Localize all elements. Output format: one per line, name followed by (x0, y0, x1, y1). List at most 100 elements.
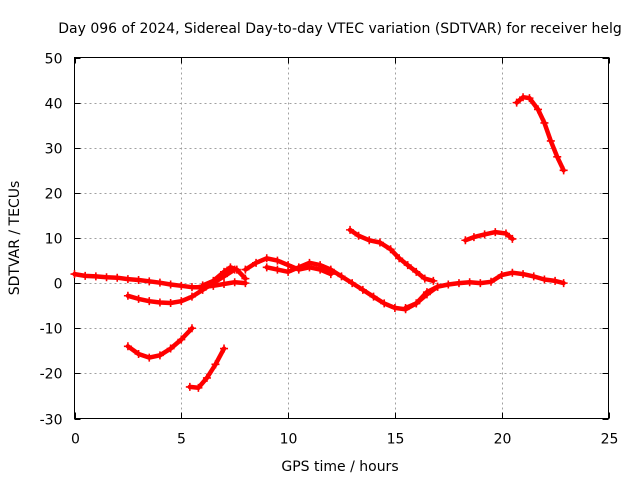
data-point (375, 238, 384, 247)
data-point (187, 283, 196, 292)
data-point (422, 288, 431, 297)
data-point (187, 292, 196, 301)
data-point (476, 279, 485, 288)
data-point (155, 278, 164, 287)
data-point (433, 282, 442, 291)
data-point (209, 276, 218, 285)
y-tick-label: -30 (40, 413, 63, 429)
data-point (241, 274, 250, 283)
x-tick-label: 10 (280, 432, 298, 448)
data-point (185, 382, 194, 391)
data-point (326, 265, 335, 274)
data-point (395, 254, 404, 263)
data-point (346, 225, 355, 234)
y-tick-label: -20 (40, 367, 63, 383)
data-point (487, 277, 496, 286)
data-point (166, 344, 175, 353)
data-point (540, 275, 549, 284)
data-point (187, 324, 196, 333)
data-point (284, 261, 293, 270)
data-point (559, 279, 568, 288)
data-point (480, 230, 489, 239)
data-point (380, 299, 389, 308)
data-point (262, 263, 271, 272)
data-point (461, 236, 470, 245)
axis-tick-labels: 0 5 10 15 20 25 -30 -20 -10 0 10 20 30 40 50 (40, 52, 619, 448)
data-point (220, 267, 229, 276)
data-point (501, 229, 510, 238)
data-point (155, 351, 164, 360)
data-point (252, 258, 261, 267)
data-point (386, 245, 395, 254)
data-point (123, 342, 132, 351)
data-point (220, 280, 229, 289)
data-point (202, 373, 211, 382)
y-tick-label: 40 (45, 97, 63, 113)
series-arc-8 (346, 225, 438, 285)
data-point (519, 93, 528, 102)
data-point (273, 256, 282, 265)
data-point (241, 265, 250, 274)
data-point (145, 297, 154, 306)
series-arc-3 (123, 324, 196, 362)
data-point (469, 233, 478, 242)
data-point (354, 231, 363, 240)
data-point (546, 136, 555, 145)
x-axis-label: GPS time / hours (281, 459, 398, 475)
data-point (113, 273, 122, 282)
chart-title: Day 096 of 2024, Sidereal Day-to-day VTE… (58, 21, 621, 37)
data-point (123, 275, 132, 284)
series-arc-9 (401, 268, 568, 312)
data-point (145, 277, 154, 286)
data-point (337, 272, 346, 281)
data-point (534, 105, 543, 114)
data-point (123, 291, 132, 300)
y-axis-label: SDTVAR / TECUs (7, 181, 23, 296)
data-point (358, 285, 367, 294)
data-point (177, 281, 186, 290)
data-point (491, 228, 500, 237)
series-trace (347, 227, 436, 284)
data-point (454, 279, 463, 288)
data-point (529, 272, 538, 281)
x-tick-label: 25 (601, 432, 619, 448)
data-point (519, 270, 528, 279)
data-point (403, 261, 412, 270)
data-point (284, 267, 293, 276)
data-point (273, 265, 282, 274)
data-point (369, 292, 378, 301)
data-series (70, 93, 568, 392)
y-tick-label: 10 (45, 232, 63, 248)
data-point (429, 276, 438, 285)
data-point (465, 278, 474, 287)
x-tick-label: 15 (387, 432, 405, 448)
series-arc-11 (512, 93, 568, 175)
axis-ticks (74, 57, 610, 420)
y-tick-label: 30 (45, 142, 63, 158)
data-point (551, 276, 560, 285)
y-tick-label: 20 (45, 187, 63, 203)
series-arc-5 (198, 263, 250, 290)
data-point (211, 360, 220, 369)
data-point (316, 261, 325, 270)
data-point (540, 118, 549, 127)
data-point (166, 298, 175, 307)
data-point (194, 383, 203, 392)
series-arc-10 (461, 228, 517, 245)
data-point (166, 280, 175, 289)
data-point (512, 98, 521, 107)
data-point (412, 299, 421, 308)
data-point (390, 303, 399, 312)
data-point (348, 279, 357, 288)
data-point (134, 294, 143, 303)
data-point (220, 344, 229, 353)
data-point (134, 349, 143, 358)
data-point (365, 236, 374, 245)
data-point (232, 265, 241, 274)
y-tick-label: 0 (54, 277, 63, 293)
data-point (134, 275, 143, 284)
data-point (525, 94, 534, 103)
data-point (91, 272, 100, 281)
